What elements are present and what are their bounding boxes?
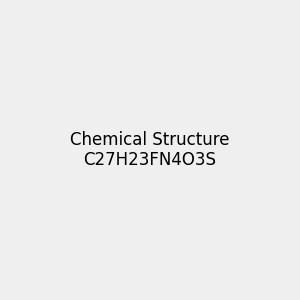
Text: Chemical Structure
C27H23FN4O3S: Chemical Structure C27H23FN4O3S [70,130,230,170]
